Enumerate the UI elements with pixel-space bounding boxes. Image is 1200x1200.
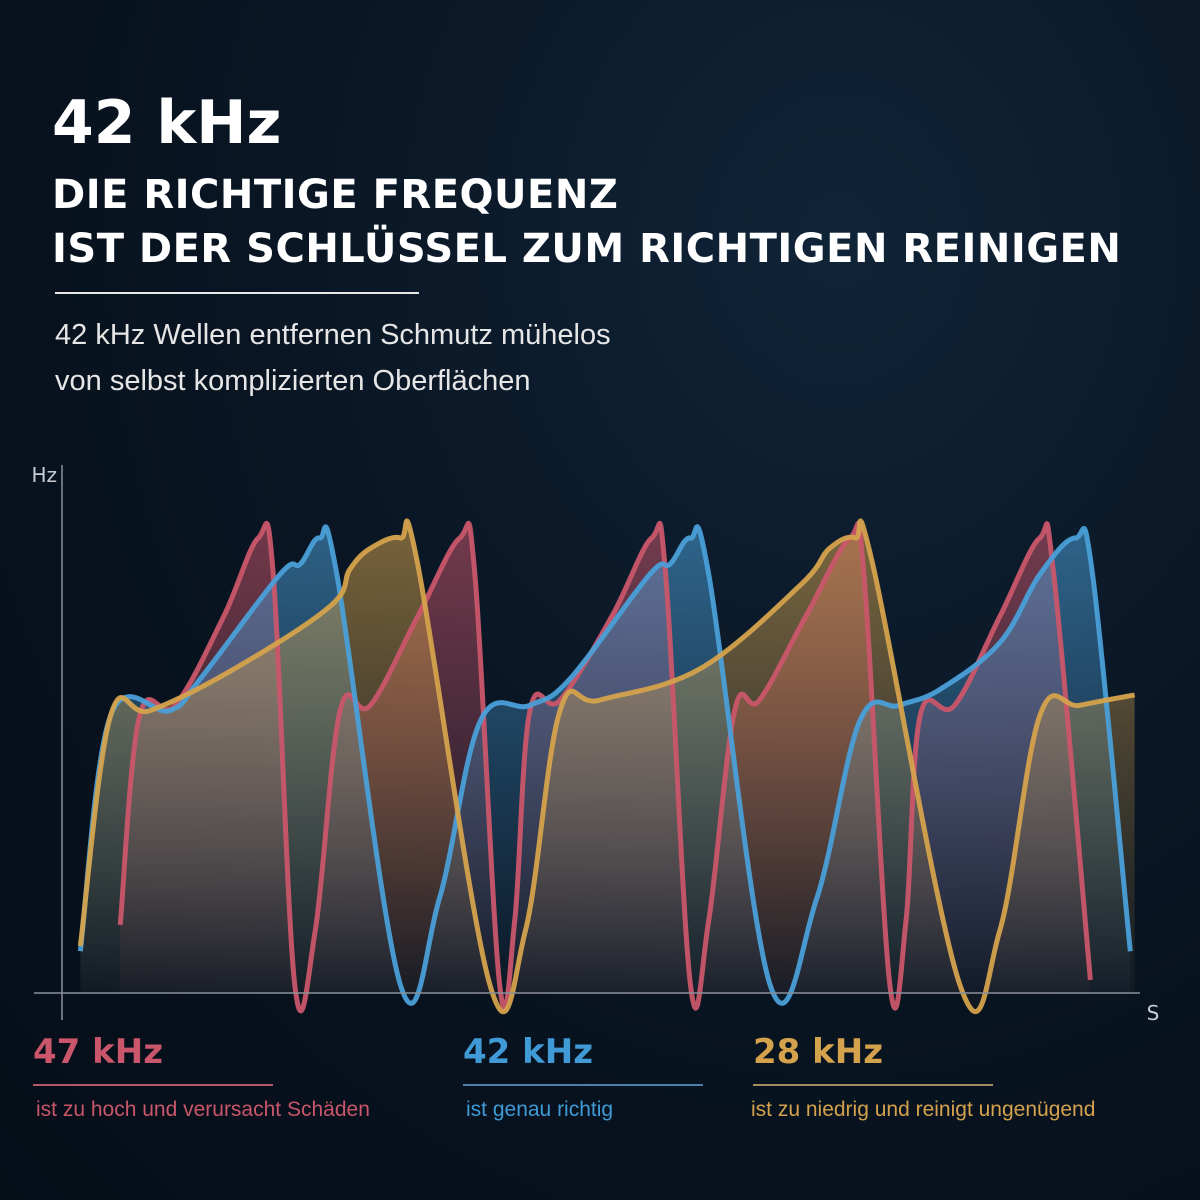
legend-note: ist genau richtig: [466, 1098, 614, 1121]
legend-note: ist zu niedrig und reinigt ungenügend: [751, 1098, 1096, 1121]
series-line-28-khz: [77, 518, 1136, 1015]
description-line: von selbst komplizierten Oberflächen: [55, 365, 531, 397]
subtitle-line: IST DER SCHLÜSSEL ZUM RICHTIGEN REINIGEN: [52, 226, 1122, 272]
legend-rule: [463, 1084, 703, 1086]
legend-rule: [753, 1084, 993, 1086]
y-axis-label: Hz: [31, 463, 57, 487]
legend-item-28khz: 28 kHz ist zu niedrig und reinigt ungenü…: [751, 1032, 1096, 1122]
legend-label: 42 kHz: [463, 1032, 594, 1072]
legend-label: 28 kHz: [753, 1032, 884, 1072]
legend-rule: [33, 1084, 273, 1086]
series-line-42-khz: [77, 524, 1133, 1006]
legend-item-47khz: 47 kHz ist zu hoch und verursacht Schäde…: [33, 1032, 370, 1122]
page-subtitle: DIE RICHTIGE FREQUENZ IST DER SCHLÜSSEL …: [52, 168, 1121, 276]
x-axis-label: S: [1147, 1001, 1160, 1025]
description-line: 42 kHz Wellen entfernen Schmutz mühelos: [55, 319, 611, 351]
description: 42 kHz Wellen entfernen Schmutz mühelos …: [55, 312, 611, 404]
subtitle-line: DIE RICHTIGE FREQUENZ: [52, 172, 619, 218]
legend-label: 47 kHz: [33, 1032, 164, 1072]
legend-item-42khz: 42 kHz ist genau richtig: [463, 1032, 703, 1122]
wave-chart: Hz S: [31, 463, 1160, 1025]
legend-note: ist zu hoch und verursacht Schäden: [36, 1098, 370, 1121]
divider: [55, 292, 419, 294]
series-line-47-khz: [117, 520, 1093, 1014]
page-title: 42 kHz: [52, 88, 282, 158]
